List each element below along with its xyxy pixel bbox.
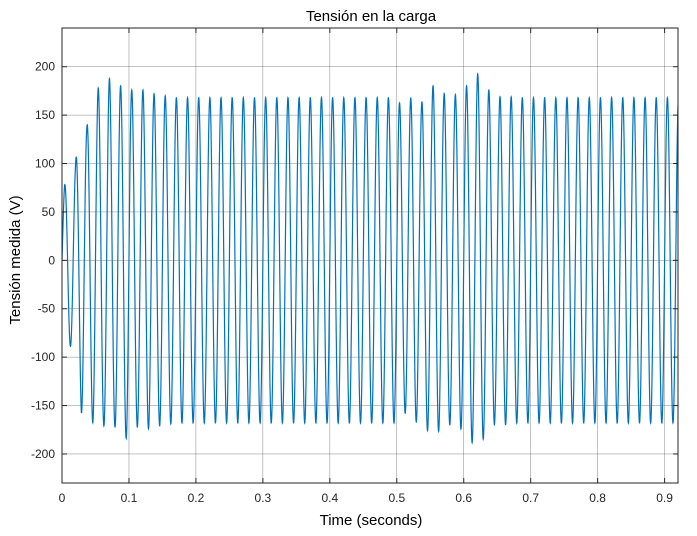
x-tick-label: 0.3 [255,491,272,505]
x-tick-label: 0.5 [388,491,405,505]
x-tick-label: 0 [59,491,66,505]
y-tick-label: -150 [31,399,55,413]
x-tick-label: 0.2 [188,491,205,505]
y-tick-label: 200 [35,60,55,74]
x-tick-label: 0.9 [656,491,673,505]
plot-border [61,27,679,484]
x-tick-label: 0.6 [455,491,472,505]
x-tick-label: 0.4 [321,491,338,505]
y-axis-label: Tensión medida (V) [7,195,24,324]
chart-title: Tensión en la carga [306,8,437,25]
series-line [62,72,678,445]
x-tick-label: 0.7 [522,491,539,505]
y-tick-label: 0 [48,253,55,267]
x-axis-label: Time (seconds) [320,512,423,529]
x-tick-label: 0.8 [589,491,606,505]
ticks: 0 0.1 0.2 0.3 0.4 0.5 0.6 0.7 0.8 0.9 -200 -150 -100… [31,28,678,505]
y-tick-label: 50 [42,205,56,219]
y-tick-label: 150 [35,108,55,122]
y-tick-label: -50 [38,302,56,316]
x-tick-label: 0.1 [121,491,138,505]
y-tick-label: -100 [31,350,55,364]
y-tick-label: 100 [35,157,55,171]
series-layer [62,72,678,445]
y-tick-label: -200 [31,447,55,461]
